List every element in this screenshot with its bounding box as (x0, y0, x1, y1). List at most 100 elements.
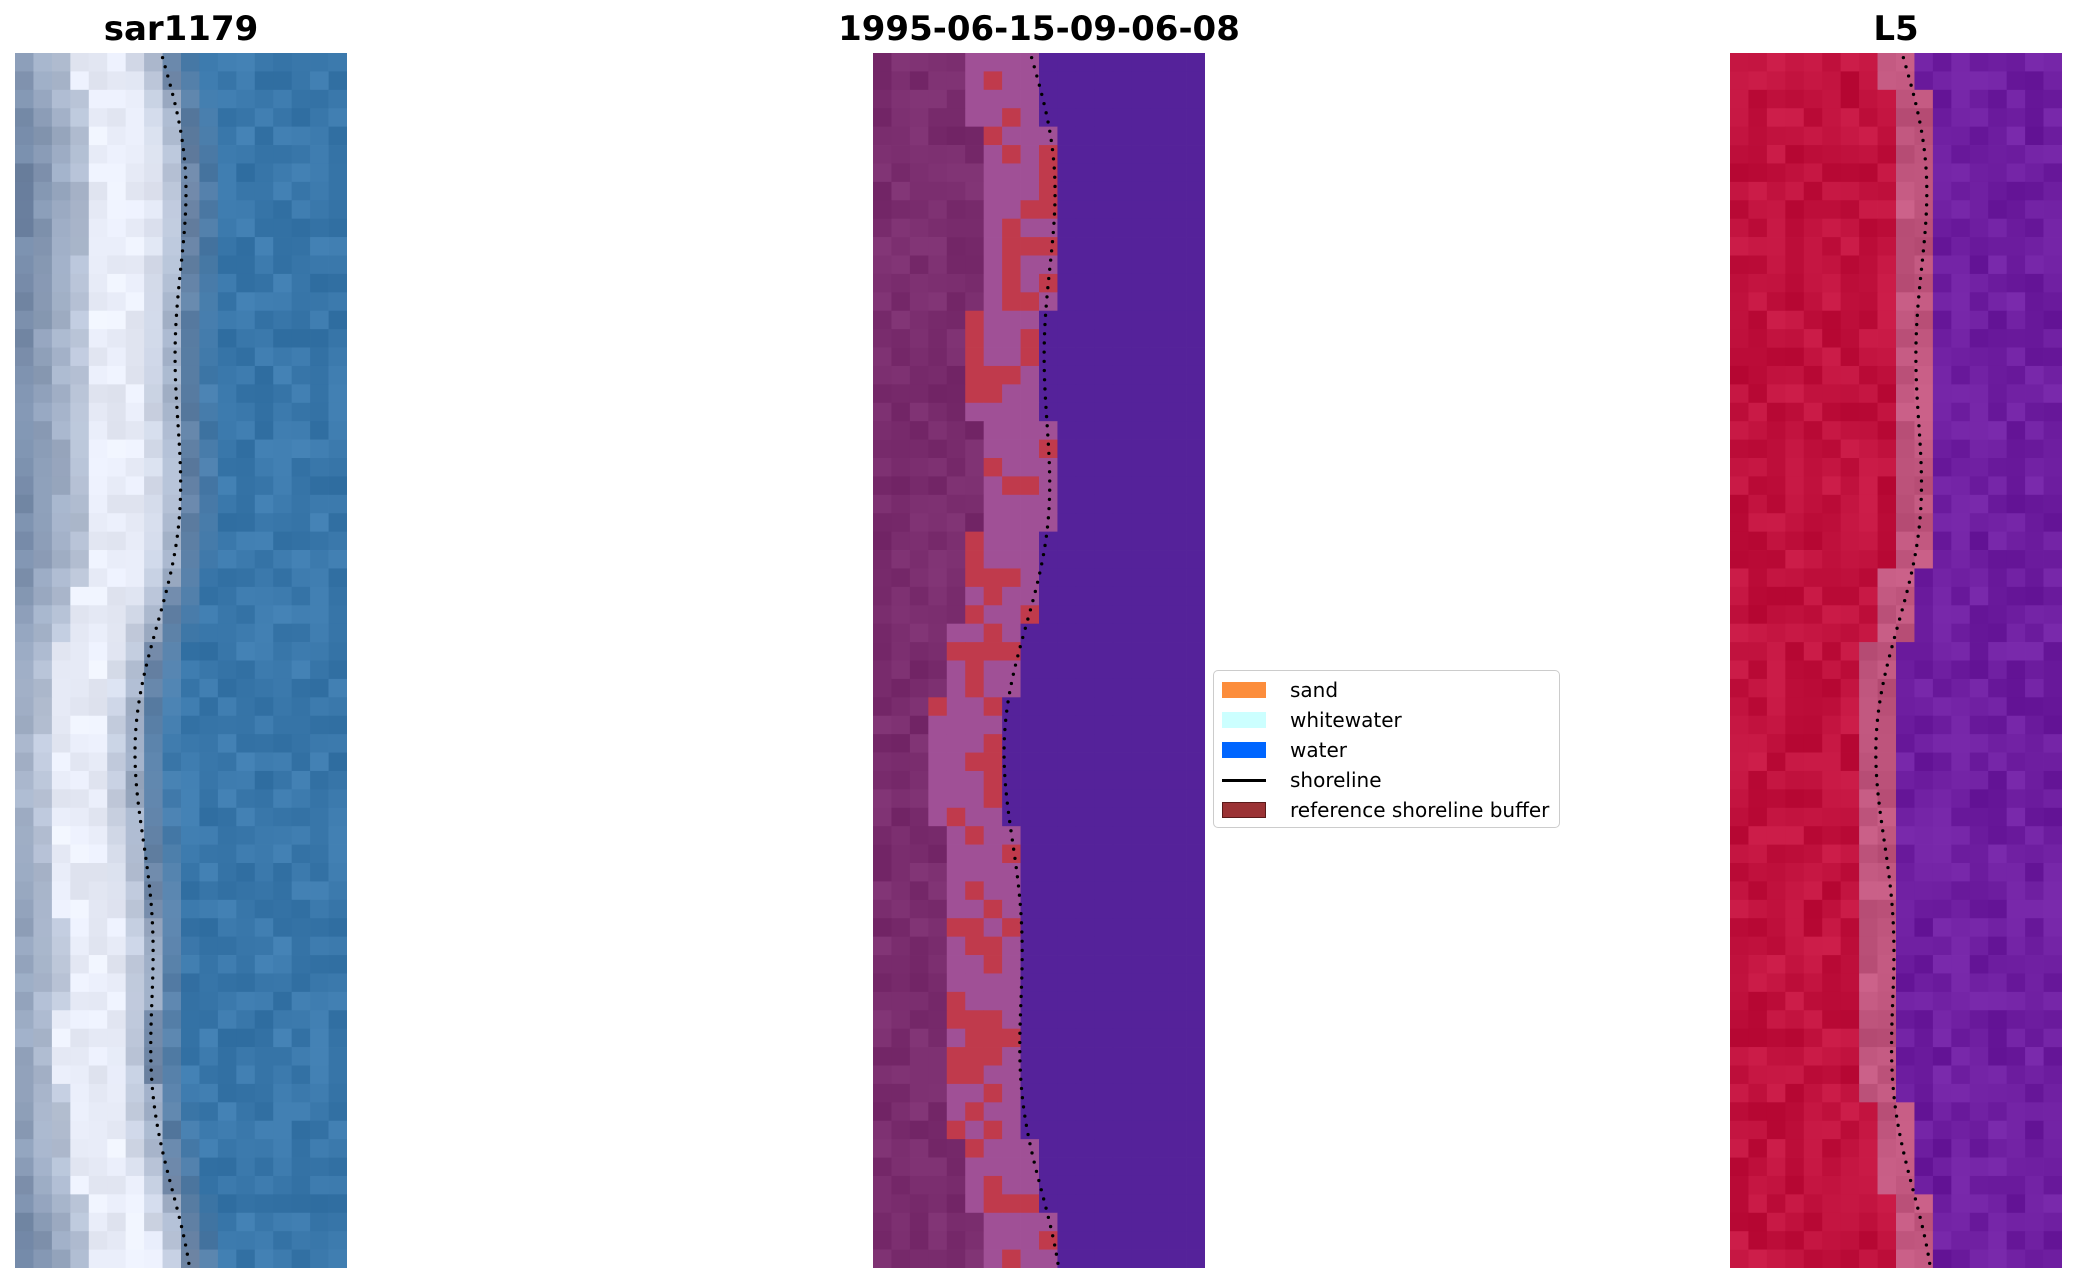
classified-shoreline-point (1006, 700, 1010, 704)
classified-shoreline-point (1009, 829, 1013, 833)
mndwi-shoreline-point (1909, 571, 1914, 575)
rgb-shoreline-point (181, 1234, 186, 1238)
mndwi-shoreline-point (1890, 1031, 1894, 1035)
rgb-shoreline-point (176, 424, 180, 428)
rgb-shoreline-point (154, 1114, 158, 1118)
rgb-shoreline-point (174, 396, 179, 400)
rgb-shoreline-point (179, 258, 184, 262)
classified-shoreline-point (1024, 1123, 1029, 1127)
mndwi-shoreline-point (1890, 1004, 1895, 1008)
classified-shoreline-point (1037, 1178, 1041, 1183)
legend-swatch-sand (1222, 682, 1266, 698)
mndwi-shoreline-point (1903, 599, 1907, 603)
classified-shoreline-point (1018, 1040, 1022, 1045)
legend-swatch-reference-buffer (1222, 802, 1266, 818)
rgb-shoreline-point (149, 902, 153, 907)
mndwi-shoreline-point (1916, 414, 1920, 419)
mndwi-shoreline-point (1918, 442, 1922, 446)
classified-shoreline-point (1016, 884, 1021, 888)
mndwi-shoreline-point (1918, 120, 1922, 124)
mndwi-shoreline-point (1874, 737, 1878, 741)
mndwi-shoreline-point (1891, 994, 1895, 999)
rgb-shoreline-point (177, 1215, 181, 1220)
mndwi-shoreline-point (1874, 746, 1878, 750)
classified-shoreline-point (1020, 957, 1024, 962)
mndwi-shoreline-point (1890, 1068, 1894, 1072)
rgb-shoreline-point (142, 847, 147, 851)
rgb-shoreline-point (163, 1160, 167, 1164)
mndwi-shoreline-point (1925, 184, 1929, 189)
mndwi-shoreline-point (1888, 884, 1892, 888)
rgb-shoreline-point (175, 1206, 179, 1210)
classified-shoreline-point (1013, 856, 1017, 861)
rgb-shoreline-point (181, 147, 186, 152)
rgb-shoreline-point (134, 727, 138, 732)
classified-shoreline-point (1048, 267, 1052, 271)
mndwi-shoreline-point (1914, 101, 1918, 106)
mndwi-shoreline-point (1919, 129, 1924, 133)
rgb-shoreline-point (151, 1096, 155, 1100)
classified-shoreline-point (1013, 663, 1018, 667)
classified-shoreline-point (1020, 1096, 1025, 1100)
classified-shoreline-point (1047, 460, 1051, 465)
legend-item-water: water (1222, 735, 1552, 765)
mndwi-shoreline-point (1908, 1178, 1913, 1183)
rgb-shoreline-point (185, 1252, 189, 1256)
rgb-shoreline-point (178, 479, 183, 483)
mndwi-shoreline-point (1897, 617, 1902, 621)
mndwi-shoreline-point (1918, 516, 1922, 520)
mndwi-shoreline-point (1891, 930, 1896, 934)
classified-shoreline-point (1017, 893, 1022, 897)
classified-shoreline-point (1034, 1169, 1039, 1174)
mndwi-shoreline-point (1907, 580, 1912, 584)
classified-shoreline-point (1053, 194, 1057, 198)
mndwi-shoreline-point (1882, 838, 1886, 842)
classified-shoreline-point (1028, 1142, 1032, 1146)
classified-shoreline-point (1002, 746, 1006, 750)
rgb-shoreline-point (164, 589, 168, 594)
classified-shoreline-point (1048, 129, 1052, 133)
mndwi-shoreline-point (1924, 175, 1929, 179)
mndwi-shoreline-point (1919, 267, 1924, 271)
classified-shoreline-point (1005, 709, 1009, 713)
classified-shoreline-point (1051, 1234, 1055, 1238)
panel-title-classified: 1995-06-15-09-06-08 (838, 9, 1240, 49)
rgb-shoreline-point (138, 691, 143, 695)
panel-title-mndwi: L5 (1873, 9, 1919, 49)
rgb-shoreline-point (140, 829, 144, 833)
mndwi-shoreline-point (1896, 1123, 1900, 1127)
classified-shoreline-point (1053, 184, 1057, 189)
rgb-shoreline-point (149, 1068, 153, 1072)
mndwi-shoreline-point (1923, 230, 1927, 235)
rgb-shoreline-point (174, 313, 179, 317)
classified-shoreline-point (1047, 451, 1051, 456)
classified-shoreline-point (1044, 534, 1049, 538)
mndwi-shoreline-point (1889, 893, 1893, 897)
classified-shoreline-point (1019, 985, 1024, 989)
legend-item-whitewater: whitewater (1222, 705, 1552, 735)
mndwi-shoreline-point (1924, 203, 1929, 207)
classified-shoreline-point (1049, 138, 1053, 143)
classified-shoreline-point (1019, 994, 1023, 999)
classified-shoreline-point (1018, 1022, 1022, 1026)
classified-shoreline-point (1043, 396, 1048, 400)
mndwi-shoreline-point (1918, 1215, 1922, 1220)
mndwi-shoreline-point (1915, 322, 1919, 327)
classified-shoreline-point (1002, 737, 1007, 741)
mndwi-shoreline-point (1917, 433, 1922, 437)
mndwi-shoreline-point (1924, 212, 1928, 216)
rgb-shoreline-point (166, 74, 170, 78)
classified-shoreline-point (1020, 967, 1024, 971)
classified-shoreline-point (1038, 571, 1042, 575)
rgb-shoreline-point (150, 1004, 154, 1008)
classified-shoreline-point (1044, 414, 1049, 419)
classified-shoreline-point (1020, 976, 1024, 980)
classified-shoreline-point (1035, 74, 1039, 78)
mndwi-shoreline-point (1915, 387, 1919, 391)
classified-shoreline-point (1044, 1206, 1048, 1210)
classified-shoreline-point (1039, 1188, 1043, 1192)
mndwi-shoreline-point (1922, 240, 1926, 244)
classified-shoreline-point (1019, 1077, 1023, 1081)
mndwi-shoreline-point (1904, 1160, 1908, 1164)
rgb-shoreline-point (150, 1077, 154, 1081)
